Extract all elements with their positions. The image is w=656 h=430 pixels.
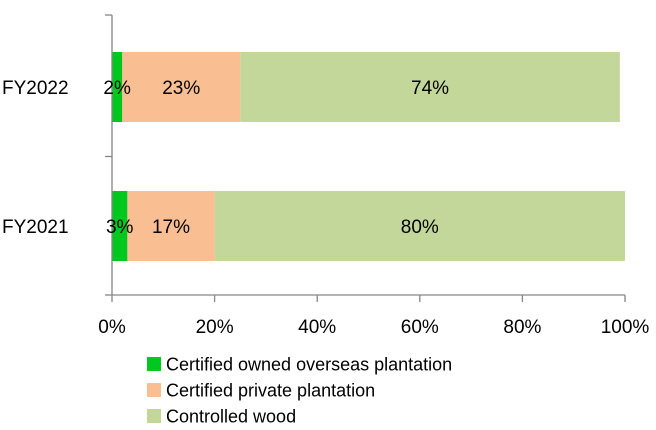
data-label: 23% (162, 78, 200, 99)
data-label: 80% (401, 217, 439, 238)
legend-label: Certified owned overseas plantation (166, 355, 452, 375)
data-label: 3% (106, 217, 134, 238)
x-tick-label: 80% (503, 317, 541, 338)
x-tick-label: 20% (196, 317, 234, 338)
x-tick-label: 100% (601, 317, 650, 338)
axes-layer (105, 14, 626, 302)
category-label: FY2022 (2, 78, 69, 99)
bar-segment (240, 52, 620, 122)
bar-segment (122, 52, 241, 122)
legend-label: Controlled wood (166, 407, 296, 427)
bar-segment (214, 191, 625, 261)
data-label: 2% (103, 78, 131, 99)
data-label: 74% (411, 78, 449, 99)
bar-segment (127, 191, 215, 261)
legend: Certified owned overseas plantation Certi… (147, 355, 452, 427)
legend-swatch (147, 383, 161, 397)
data-label: 17% (152, 217, 190, 238)
bar-segment (112, 52, 123, 122)
x-tick-label: 40% (298, 317, 336, 338)
labels-layer: 0% 20% 40% 60% 80% 100% FY2022 FY2021 2% 23% 74% 3%… (2, 78, 649, 338)
legend-swatch (147, 357, 161, 371)
legend-swatch (147, 409, 161, 423)
x-tick-label: 0% (98, 317, 126, 338)
x-tick-label: 60% (401, 317, 439, 338)
bar-segment (112, 191, 128, 261)
category-label: FY2021 (2, 217, 69, 238)
bars-layer (112, 52, 625, 261)
legend-label: Certified private plantation (166, 381, 375, 401)
